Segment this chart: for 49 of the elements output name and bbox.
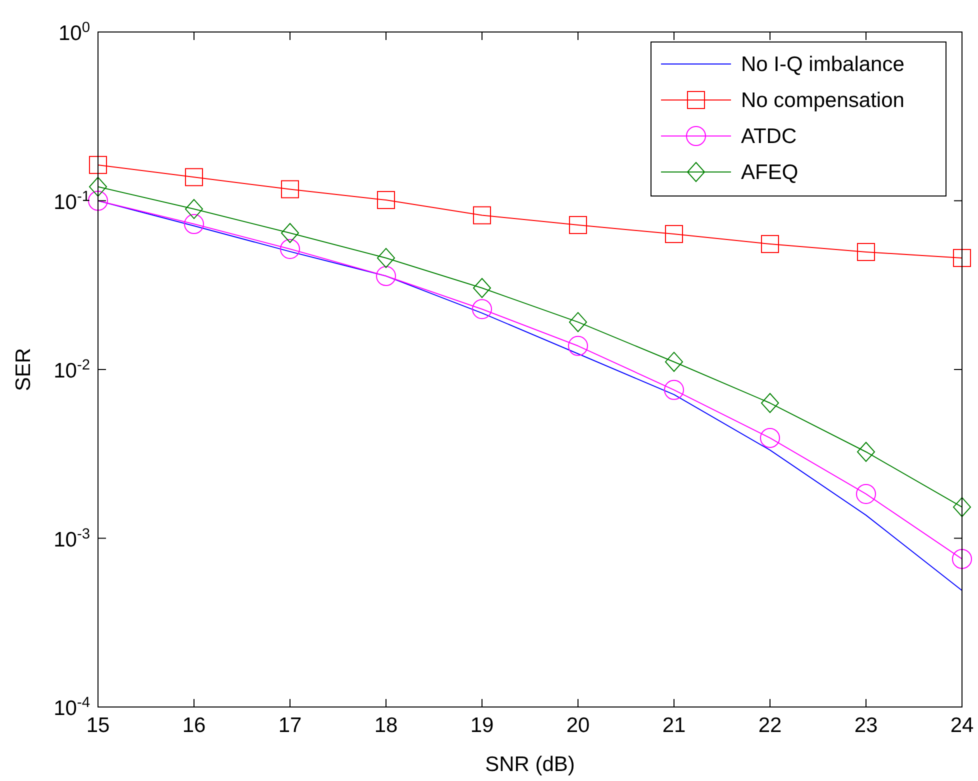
point [473, 278, 491, 298]
x-tick-label: 19 [470, 714, 494, 737]
x-tick-label: 16 [182, 714, 206, 737]
point [761, 393, 779, 414]
point [857, 442, 875, 462]
point [281, 180, 299, 198]
legend-label: No compensation [741, 89, 904, 112]
x-tick-label: 17 [278, 714, 302, 737]
point [856, 484, 876, 504]
x-tick-label: 23 [854, 714, 878, 737]
point [568, 336, 588, 356]
point [952, 548, 972, 569]
point [665, 352, 683, 372]
y-tick-label: 10$^{-2}$ [54, 358, 90, 382]
legend-label: AFEQ [741, 161, 798, 184]
point [185, 199, 203, 220]
point [377, 248, 395, 268]
point [664, 380, 684, 400]
point [184, 214, 204, 234]
point [281, 223, 299, 243]
x-tick-label: 21 [662, 714, 686, 737]
point [89, 176, 107, 197]
legend-label: No I-Q imbalance [741, 53, 904, 76]
x-tick-label: 18 [374, 714, 398, 737]
point [472, 299, 492, 320]
point [89, 156, 107, 174]
legend-label: ATDC [741, 125, 797, 148]
point [376, 266, 396, 286]
point [377, 191, 395, 210]
point [185, 168, 203, 186]
point [665, 225, 683, 244]
point [280, 238, 300, 259]
x-tick-label: 20 [566, 714, 590, 737]
point [569, 312, 587, 332]
x-tick-label: 22 [758, 714, 782, 737]
point [953, 248, 971, 267]
y-axis-title: SER [12, 348, 35, 392]
point [88, 190, 108, 211]
x-axis-title: SNR (dB) [485, 753, 575, 776]
y-tick-label: 10$^{-1}$ [54, 188, 90, 214]
y-tick-label: 10$^{0}$ [58, 20, 90, 45]
point [761, 235, 779, 254]
point [857, 242, 875, 261]
y-tick-label: 10$^{-3}$ [54, 526, 90, 552]
point [953, 497, 971, 518]
x-tick-label: 24 [950, 714, 974, 737]
point [760, 428, 780, 448]
point [473, 206, 491, 224]
point [569, 216, 587, 234]
